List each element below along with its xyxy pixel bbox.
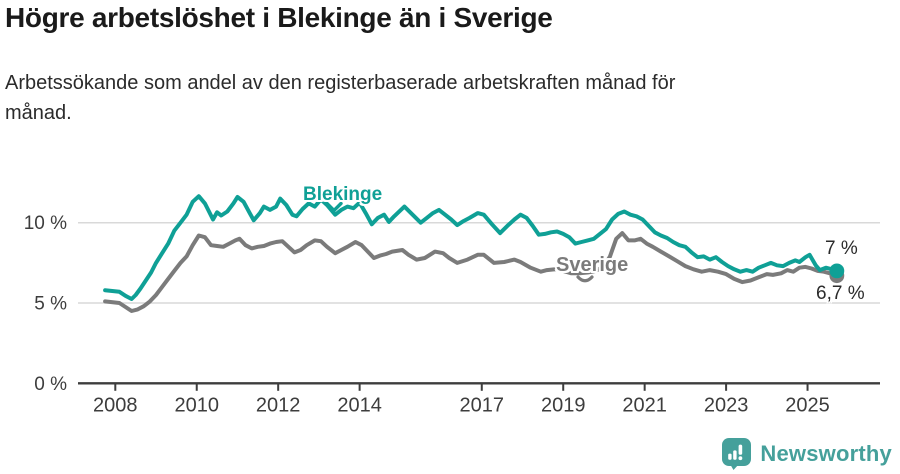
x-axis-tick-label: 2019 <box>541 394 586 416</box>
x-axis-tick-label: 2008 <box>93 394 138 416</box>
x-axis-tick-label: 2025 <box>785 394 830 416</box>
y-axis-tick-label: 5 % <box>34 294 67 315</box>
x-axis-tick-label: 2017 <box>460 394 505 416</box>
series-label-sverige: Sverige <box>556 254 629 276</box>
series-label-blekinge: Blekinge <box>303 184 383 205</box>
sverige-pointer-chevron-icon <box>576 275 594 283</box>
blekinge-pointer-chevron-icon <box>325 201 343 213</box>
x-axis-tick-label: 2023 <box>704 394 749 416</box>
unemployment-line-chart: 0 % 5 % 10 % 2008 2010 2012 2014 2017 2019 2021 20… <box>24 194 880 416</box>
series-line-blekinge <box>103 194 839 301</box>
x-axis-tick-label: 2012 <box>256 394 301 416</box>
x-axis-tick-label: 2010 <box>174 394 219 416</box>
brand-name: Newsworthy <box>760 440 892 466</box>
subtitle-line-2: månad. <box>5 102 72 124</box>
chart-subtitle: Arbetssökande som andel av den registerb… <box>5 68 675 128</box>
y-axis-tick-label: 0 % <box>34 374 67 395</box>
newsworthy-logo-icon <box>722 438 752 470</box>
page-title: Högre arbetslöshet i Blekinge än i Sveri… <box>5 2 553 33</box>
subtitle-line-1: Arbetssökande som andel av den registerb… <box>5 72 676 94</box>
brand-footer: Newsworthy <box>721 437 892 470</box>
series-end-dot-blekinge <box>829 263 845 279</box>
y-axis-tick-label: 10 % <box>24 213 67 234</box>
series-line-sverige <box>103 231 839 313</box>
end-value-label-blekinge: 7 % <box>825 238 858 259</box>
end-value-label-sverige: 6,7 % <box>816 283 865 304</box>
x-axis-tick-label: 2014 <box>337 394 382 416</box>
x-axis-tick-label: 2021 <box>622 394 667 416</box>
